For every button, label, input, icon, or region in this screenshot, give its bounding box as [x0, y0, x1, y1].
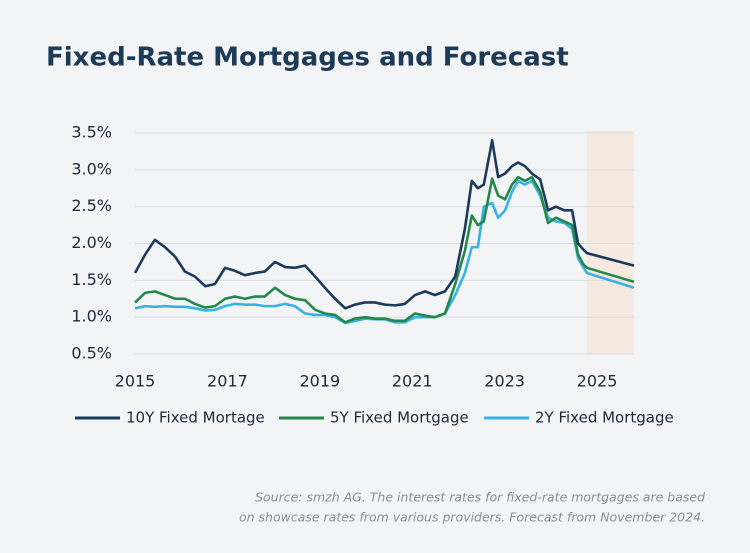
x-tick-label: 2023 [484, 372, 525, 391]
series-line [133, 139, 635, 310]
legend-label: 10Y Fixed Mortage [126, 409, 265, 427]
y-tick-label: 2.0% [71, 233, 112, 252]
y-tick-label: 3.5% [71, 123, 112, 142]
x-tick-label: 2015 [115, 372, 156, 391]
x-tick-label: 2025 [577, 372, 618, 391]
y-tick-label: 0.5% [71, 344, 112, 363]
source-note: on showcase rates from various providers… [239, 510, 705, 525]
x-tick-label: 2021 [392, 372, 433, 391]
x-tick-label: 2019 [299, 372, 340, 391]
series-line [134, 175, 635, 324]
y-tick-label: 1.5% [71, 270, 112, 289]
source-note: Source: smzh AG. The interest rates for … [255, 490, 705, 505]
series-line [134, 179, 635, 325]
x-tick-label: 2017 [207, 372, 248, 391]
legend-label: 5Y Fixed Mortgage [330, 409, 469, 427]
y-tick-label: 2.5% [71, 196, 112, 215]
chart-title: Fixed-Rate Mortgages and Forecast [46, 43, 569, 73]
y-tick-label: 3.0% [71, 159, 112, 178]
legend-label: 2Y Fixed Mortgage [535, 409, 674, 427]
y-tick-label: 1.0% [71, 307, 112, 326]
forecast-region [586, 131, 634, 354]
